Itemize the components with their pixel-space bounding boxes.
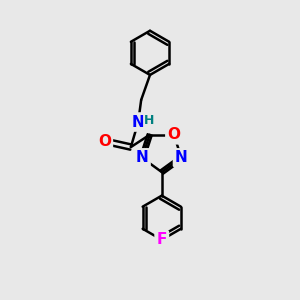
Text: N: N — [136, 150, 148, 165]
Text: O: O — [98, 134, 111, 149]
Text: N: N — [132, 115, 145, 130]
Text: O: O — [167, 127, 180, 142]
Text: F: F — [157, 232, 167, 247]
Text: H: H — [144, 114, 154, 127]
Text: N: N — [175, 150, 188, 165]
